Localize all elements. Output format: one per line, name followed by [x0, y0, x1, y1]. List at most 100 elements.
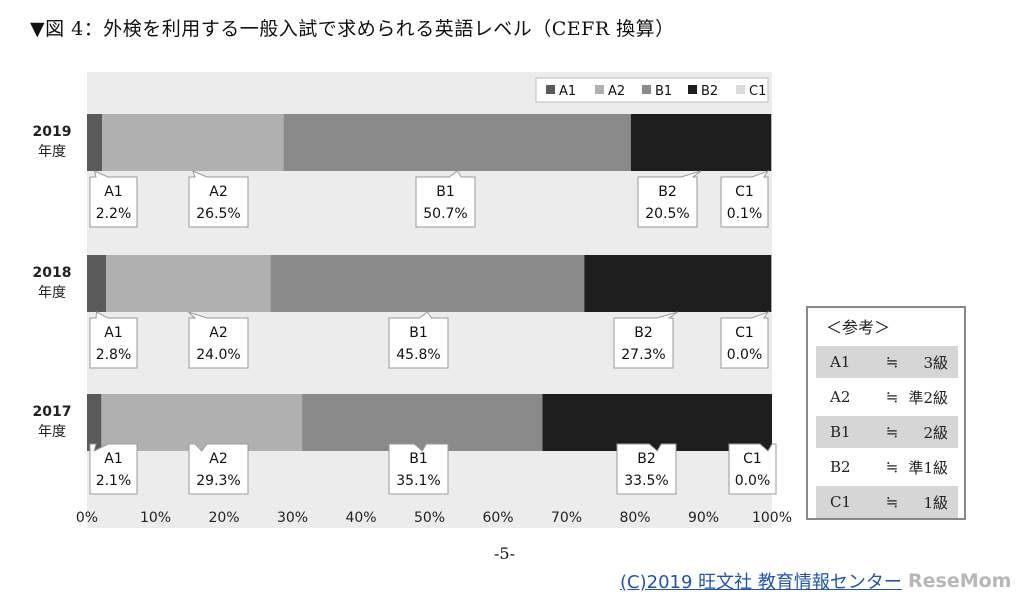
- data-callout: [613, 311, 679, 369]
- data-label-series: B2: [658, 184, 677, 200]
- data-label-value: 45.8%: [396, 347, 440, 363]
- data-label-value: 20.5%: [645, 206, 689, 222]
- x-tick-label: 0%: [76, 510, 98, 526]
- legend-swatch: [688, 85, 697, 94]
- data-callout: [188, 311, 249, 369]
- data-label-value: 2.2%: [96, 206, 132, 222]
- data-label-value: 0.0%: [727, 347, 763, 363]
- data-label-value: 0.0%: [735, 473, 771, 489]
- data-label-value: 35.1%: [396, 473, 440, 489]
- data-label-series: A2: [209, 451, 227, 467]
- bar-b1-2019: [283, 114, 631, 171]
- x-tick-label: 100%: [752, 510, 792, 526]
- x-tick-label: 50%: [414, 510, 445, 526]
- data-callout: [388, 443, 449, 495]
- legend-swatch: [642, 85, 651, 94]
- legend-swatch: [546, 85, 555, 94]
- data-callout: [637, 170, 702, 228]
- x-tick-label: 10%: [140, 510, 171, 526]
- bar-a2-2018: [106, 255, 271, 312]
- legend-label: B1: [655, 84, 672, 99]
- data-callout: [89, 170, 138, 228]
- x-tick-label: 70%: [551, 510, 582, 526]
- data-label-value: 50.7%: [423, 206, 467, 222]
- legend-label: C1: [749, 84, 766, 99]
- x-tick-label: 80%: [619, 510, 650, 526]
- data-label-series: A1: [104, 451, 122, 467]
- bar-b2-2019: [630, 114, 772, 171]
- data-callout: [89, 443, 138, 495]
- data-label-series: C1: [743, 451, 762, 467]
- data-callout: [89, 311, 138, 369]
- data-callout: [188, 170, 249, 228]
- bar-c1-2019: [771, 114, 772, 171]
- bar-b2-2018: [584, 255, 772, 312]
- data-label-value: 33.5%: [624, 473, 668, 489]
- bar-b2-2017: [542, 394, 772, 451]
- page-number: -5-: [494, 544, 515, 563]
- reference-row: A1 ≒ 3級: [816, 346, 958, 378]
- category-year-label: 2017: [33, 404, 72, 420]
- bar-b1-2017: [302, 394, 543, 451]
- reference-approx-symbol: ≒: [885, 423, 899, 441]
- reference-approx-symbol: ≒: [885, 388, 899, 406]
- reference-title: ＜参考＞: [826, 318, 891, 337]
- category-suffix-label: 年度: [38, 424, 66, 440]
- reference-grade: 1級: [923, 493, 948, 512]
- reference-grade: 2級: [923, 423, 948, 442]
- reference-level: B2: [830, 458, 851, 476]
- data-label-value: 0.1%: [727, 206, 763, 222]
- data-label-value: 2.8%: [96, 347, 132, 363]
- category-suffix-label: 年度: [38, 144, 66, 160]
- x-tick-label: 30%: [277, 510, 308, 526]
- legend-label: B2: [701, 84, 718, 99]
- reference-box: ＜参考＞ A1 ≒ 3級 A2 ≒ 準2級 B1 ≒ 2級 B2 ≒ 準1級 C1 ≒ 1級: [806, 306, 966, 520]
- data-label-value: 26.5%: [196, 206, 240, 222]
- reference-approx-symbol: ≒: [885, 458, 899, 476]
- category-year-label: 2019: [33, 124, 72, 140]
- reference-grade: 3級: [923, 353, 948, 372]
- data-label-series: B1: [409, 325, 428, 341]
- legend-label: A1: [559, 84, 576, 99]
- reference-level: A1: [830, 353, 851, 371]
- data-callout: [720, 310, 770, 369]
- reference-approx-symbol: ≒: [885, 493, 899, 511]
- data-callout: [388, 311, 449, 369]
- data-label-series: C1: [735, 325, 754, 341]
- x-tick-label: 60%: [482, 510, 513, 526]
- reference-level: A2: [830, 388, 851, 406]
- legend-label: A2: [608, 84, 625, 99]
- x-tick-label: 90%: [688, 510, 719, 526]
- reference-level: B1: [830, 423, 851, 441]
- reference-level: C1: [830, 493, 852, 511]
- category-suffix-label: 年度: [38, 285, 66, 301]
- data-label-series: B2: [637, 451, 656, 467]
- legend-swatch: [736, 85, 745, 94]
- data-label-series: A1: [104, 184, 122, 200]
- data-label-value: 24.0%: [196, 347, 240, 363]
- reference-row: C1 ≒ 1級: [816, 486, 958, 518]
- data-label-series: A2: [209, 184, 227, 200]
- legend-box: [535, 77, 769, 103]
- reference-row: B1 ≒ 2級: [816, 416, 958, 448]
- x-tick-label: 40%: [345, 510, 376, 526]
- data-callout: [616, 443, 677, 495]
- bar-a1-2018: [87, 255, 107, 312]
- bar-a2-2017: [101, 394, 303, 451]
- data-label-series: B1: [409, 451, 428, 467]
- data-label-series: A1: [104, 325, 122, 341]
- data-label-series: B1: [436, 184, 455, 200]
- x-tick-label: 20%: [208, 510, 239, 526]
- bar-b1-2018: [270, 255, 585, 312]
- data-label-series: A2: [209, 325, 227, 341]
- reference-approx-symbol: ≒: [885, 353, 899, 371]
- reference-row: B2 ≒ 準1級: [816, 451, 958, 483]
- data-label-value: 29.3%: [196, 473, 240, 489]
- data-label-value: 2.1%: [96, 473, 132, 489]
- reference-grade: 準2級: [908, 388, 948, 407]
- copyright-link[interactable]: (C)2019 旺文社 教育情報センター: [620, 572, 902, 593]
- bar-a2-2019: [102, 114, 284, 171]
- chart-title: ▼図 4：外検を利用する一般入試で求められる英語レベル（CEFR 換算）: [30, 18, 675, 40]
- bar-a1-2017: [87, 394, 102, 451]
